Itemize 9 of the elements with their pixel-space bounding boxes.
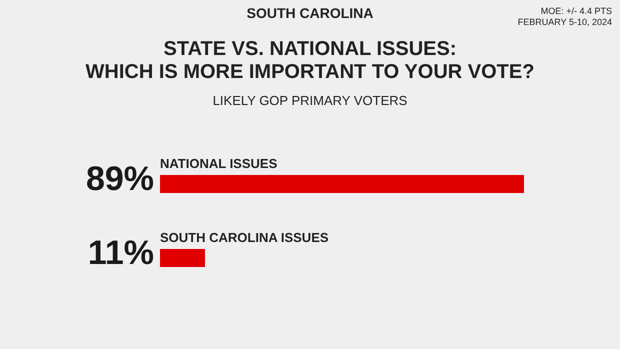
y-tick-label: SOUTH CAROLINA ISSUES: [160, 230, 329, 245]
chart-title: STATE VS. NATIONAL ISSUES: WHICH IS MORE IMPORTANT TO YOUR VOTE?: [86, 38, 534, 83]
chart-subtitle: LIKELY GOP PRIMARY VOTERS: [212, 93, 408, 108]
text: SOUTH CAROLINA: [246, 5, 374, 21]
data-label: 11%: [88, 234, 154, 272]
text: MOE: +/- 4.4 PTS: [540, 6, 612, 16]
y-tick-label: NATIONAL ISSUES: [160, 156, 278, 171]
text: FEBRUARY 5-10, 2024: [518, 17, 612, 27]
data-label: 89%: [86, 160, 154, 198]
